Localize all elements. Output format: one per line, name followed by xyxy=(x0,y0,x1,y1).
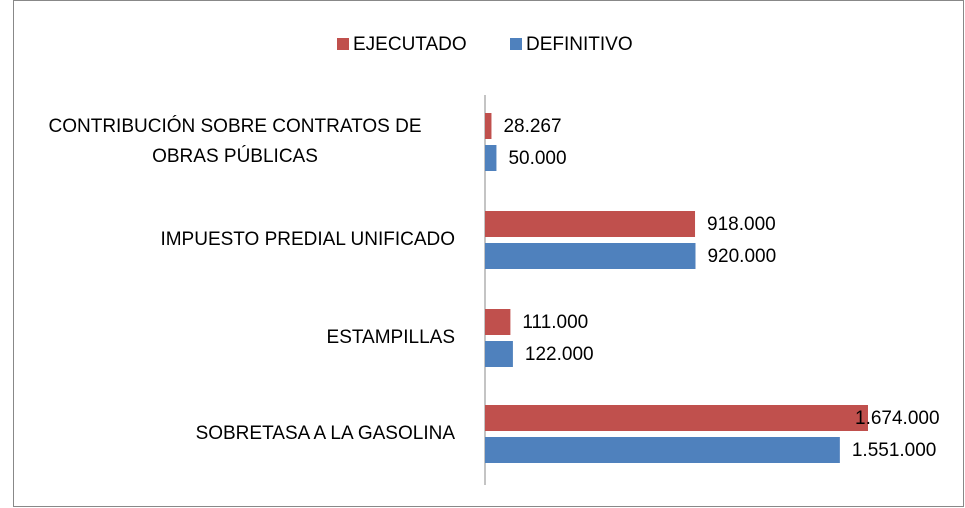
bar xyxy=(485,113,492,139)
value-label: 920.000 xyxy=(707,246,776,267)
value-label: 111.000 xyxy=(522,312,588,333)
bar xyxy=(485,405,868,431)
chart-frame xyxy=(13,0,964,507)
legend-label: DEFINITIVO xyxy=(526,34,633,55)
legend-swatch xyxy=(337,38,349,50)
value-label: 918.000 xyxy=(707,214,776,235)
value-label: 1.674.000 xyxy=(855,408,940,429)
value-label: 1.551.000 xyxy=(852,440,937,461)
bar xyxy=(485,341,513,367)
bar xyxy=(485,145,497,171)
legend-swatch xyxy=(510,38,522,50)
bar xyxy=(485,309,511,335)
category-label: IMPUESTO PREDIAL UNIFICADO xyxy=(160,229,455,250)
value-label: 28.267 xyxy=(503,116,561,137)
value-label: 122.000 xyxy=(525,344,594,365)
bar xyxy=(485,243,696,269)
bar xyxy=(485,437,840,463)
value-label: 50.000 xyxy=(508,148,566,169)
category-label: SOBRETASA A LA GASOLINA xyxy=(195,423,455,444)
category-label: ESTAMPILLAS xyxy=(326,327,455,348)
legend-label: EJECUTADO xyxy=(353,34,467,55)
category-label: CONTRIBUCIÓN SOBRE CONTRATOS DE OBRAS PÚ… xyxy=(48,116,422,167)
bar xyxy=(485,211,696,237)
